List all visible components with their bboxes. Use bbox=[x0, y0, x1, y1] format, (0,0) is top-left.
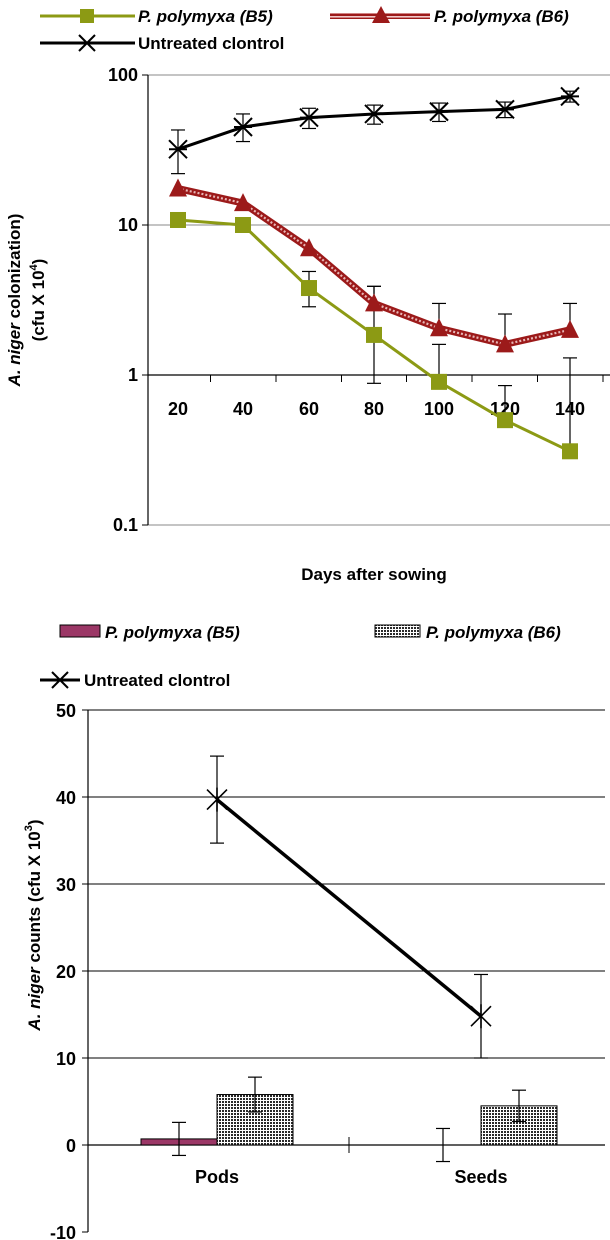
top-data-point bbox=[560, 86, 580, 107]
top-series-p-polymyxa-b6 bbox=[169, 178, 579, 353]
top-data-point bbox=[495, 99, 515, 120]
top-legend-b6: P. polymyxa (B6) bbox=[330, 6, 569, 26]
top-series bbox=[168, 86, 580, 460]
bottom-y-tick-label: 10 bbox=[56, 1049, 76, 1069]
top-y-axis-label-rest: colonization) bbox=[5, 214, 24, 324]
top-y-tick-labels: 0.1 1 10 100 bbox=[108, 65, 138, 535]
top-gridlines bbox=[148, 74, 610, 526]
top-series-p-polymyxa-b5 bbox=[170, 211, 578, 460]
top-data-point bbox=[233, 117, 253, 137]
bottom-y-tick-label: 20 bbox=[56, 962, 76, 982]
top-data-point bbox=[168, 139, 188, 159]
top-data-point bbox=[497, 412, 513, 429]
bottom-control-line bbox=[215, 798, 483, 1018]
top-data-point bbox=[364, 104, 384, 124]
bottom-y-axis-label: A. niger counts (cfu X 103) bbox=[23, 819, 44, 1031]
top-x-tick-label: 20 bbox=[168, 399, 188, 419]
top-data-point bbox=[366, 326, 382, 343]
bottom-category-labels: Pods Seeds bbox=[195, 1167, 508, 1187]
bottom-y-tick-label: 30 bbox=[56, 875, 76, 895]
bottom-legend-b6-swatch bbox=[374, 624, 421, 638]
top-legend-b5-label: P. polymyxa (B5) bbox=[138, 7, 273, 26]
bottom-legend-b5: P. polymyxa (B5) bbox=[59, 623, 240, 642]
top-x-tick-label: 100 bbox=[424, 399, 454, 419]
top-data-point bbox=[169, 178, 187, 197]
bottom-y-tick-labels: -10 0 10 20 30 40 50 bbox=[50, 701, 76, 1240]
top-data-point bbox=[301, 280, 317, 297]
top-legend: P. polymyxa (B5) P. polymyxa (B6) Untrea… bbox=[40, 6, 569, 53]
bottom-legend: P. polymyxa (B5) P. polymyxa (B6) Untrea… bbox=[40, 623, 561, 690]
bottom-control-series bbox=[206, 755, 492, 1059]
bottom-legend-b5-label: P. polymyxa (B5) bbox=[105, 623, 240, 642]
top-x-tick-label: 80 bbox=[364, 399, 384, 419]
bottom-category-label: Seeds bbox=[454, 1167, 507, 1187]
top-legend-control-label: Untreated clontrol bbox=[138, 34, 284, 53]
bottom-bars-p-polymyxa-b5 bbox=[140, 1121, 450, 1163]
bottom-gridlines bbox=[88, 709, 605, 1059]
top-data-point bbox=[300, 238, 318, 257]
top-axes bbox=[142, 74, 610, 526]
bottom-legend-control-marker bbox=[51, 671, 69, 689]
top-y-tick-label: 10 bbox=[118, 215, 138, 235]
top-y-axis-label: A. niger colonization) bbox=[5, 214, 24, 388]
top-x-axis-label: Days after sowing bbox=[301, 565, 447, 584]
bottom-control-point bbox=[470, 1004, 492, 1029]
top-data-point bbox=[430, 318, 448, 337]
bottom-y-tick-label: -10 bbox=[50, 1223, 76, 1240]
bottom-control-point bbox=[206, 787, 228, 812]
top-x-tick-labels: 20 40 60 80 100 120 140 bbox=[168, 399, 585, 419]
bottom-legend-control: Untreated clontrol bbox=[40, 671, 230, 690]
top-data-point bbox=[562, 443, 578, 460]
top-y-tick-label: 100 bbox=[108, 65, 138, 85]
top-y-axis-label-line2: (cfu X 104) bbox=[28, 259, 48, 342]
top-legend-b5-marker bbox=[80, 9, 94, 23]
top-y-tick-label: 1 bbox=[128, 365, 138, 385]
bottom-legend-b5-swatch bbox=[59, 624, 101, 638]
bottom-legend-control-label: Untreated clontrol bbox=[84, 671, 230, 690]
top-data-point bbox=[496, 334, 514, 353]
top-legend-b6-marker bbox=[372, 6, 390, 23]
top-y-axis-label-italic: A. niger bbox=[5, 322, 24, 388]
top-x-tick-label: 60 bbox=[299, 399, 319, 419]
top-y-tick-label: 0.1 bbox=[113, 515, 138, 535]
top-data-point bbox=[561, 319, 579, 338]
top-data-point bbox=[299, 107, 319, 128]
bottom-y-tick-label: 40 bbox=[56, 788, 76, 808]
top-legend-control: Untreated clontrol bbox=[40, 34, 284, 53]
top-legend-b6-label: P. polymyxa (B6) bbox=[434, 7, 569, 26]
top-data-point bbox=[170, 211, 186, 228]
bottom-bars-p-polymyxa-b6 bbox=[216, 1076, 558, 1146]
bottom-y-tick-label: 50 bbox=[56, 701, 76, 721]
top-data-point bbox=[235, 217, 251, 233]
top-data-point bbox=[365, 293, 383, 312]
top-series-untreated-clontrol bbox=[168, 86, 580, 175]
top-x-tick-label: 40 bbox=[233, 399, 253, 419]
top-legend-b5: P. polymyxa (B5) bbox=[40, 7, 273, 26]
bottom-legend-b6: P. polymyxa (B6) bbox=[374, 623, 561, 642]
top-chart: P. polymyxa (B5) P. polymyxa (B6) Untrea… bbox=[5, 6, 610, 584]
bottom-category-label: Pods bbox=[195, 1167, 239, 1187]
bottom-chart: P. polymyxa (B5) P. polymyxa (B6) Untrea… bbox=[23, 623, 605, 1240]
top-data-point bbox=[429, 101, 449, 122]
top-legend-control-marker bbox=[78, 34, 96, 52]
bottom-bars bbox=[140, 1076, 558, 1163]
top-data-point bbox=[431, 373, 447, 390]
top-data-point bbox=[234, 193, 252, 212]
bottom-legend-b6-label: P. polymyxa (B6) bbox=[426, 623, 561, 642]
bottom-y-tick-label: 0 bbox=[66, 1136, 76, 1156]
